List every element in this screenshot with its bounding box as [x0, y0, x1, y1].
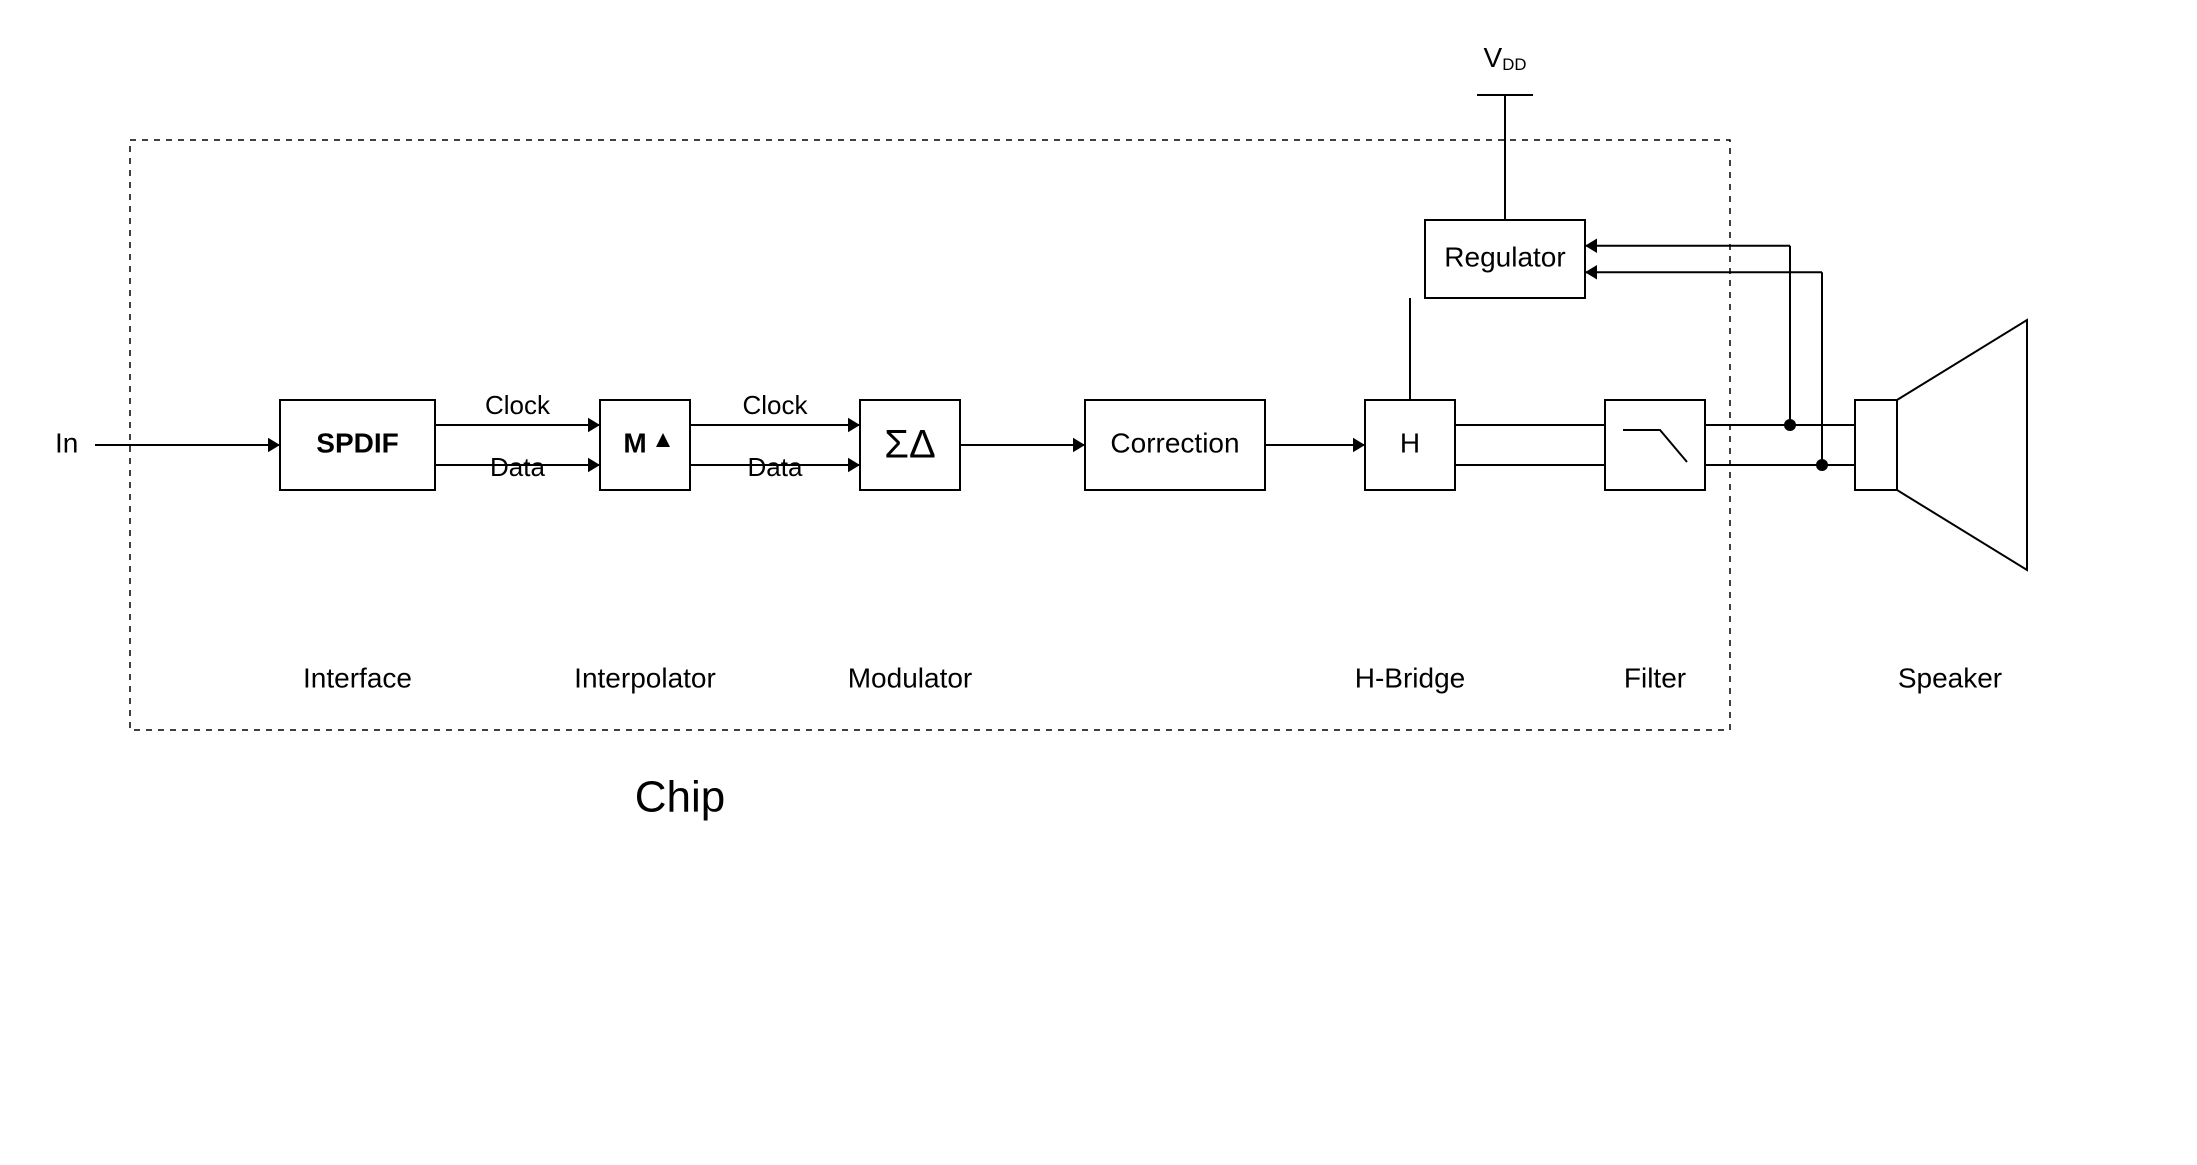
speaker-horn: [1897, 320, 2027, 570]
arrowhead: [1585, 239, 1597, 253]
spdif-clock-label: Clock: [485, 390, 551, 420]
arrowhead: [268, 438, 280, 452]
spdif-label: SPDIF: [316, 427, 398, 458]
arrowhead: [848, 418, 860, 432]
interpolator-caption: Interpolator: [574, 662, 716, 693]
regulator-label: Regulator: [1444, 241, 1565, 272]
modulator-caption: Modulator: [848, 662, 973, 693]
modulator-label: ΣΔ: [884, 423, 935, 467]
speaker-body: [1855, 400, 1897, 490]
correction-label: Correction: [1110, 427, 1239, 458]
spdif-data-label: Data: [490, 452, 545, 482]
interp-clock-label: Clock: [742, 390, 808, 420]
filter-caption: Filter: [1624, 662, 1686, 693]
hbridge-caption: H-Bridge: [1355, 662, 1465, 693]
in-label: In: [55, 427, 78, 458]
interp-label: M: [623, 427, 646, 458]
chip-label: Chip: [635, 773, 726, 822]
arrowhead: [1585, 265, 1597, 279]
arrowhead: [1353, 438, 1365, 452]
arrowhead: [588, 418, 600, 432]
arrowhead: [848, 458, 860, 472]
filter-block: [1605, 400, 1705, 490]
interface-caption: Interface: [303, 662, 412, 693]
speaker-caption: Speaker: [1898, 662, 2002, 693]
hbridge-label: H: [1400, 427, 1420, 458]
interp-data-label: Data: [748, 452, 803, 482]
arrowhead: [1073, 438, 1085, 452]
arrowhead: [588, 458, 600, 472]
vdd-label: VDD: [1484, 42, 1527, 73]
